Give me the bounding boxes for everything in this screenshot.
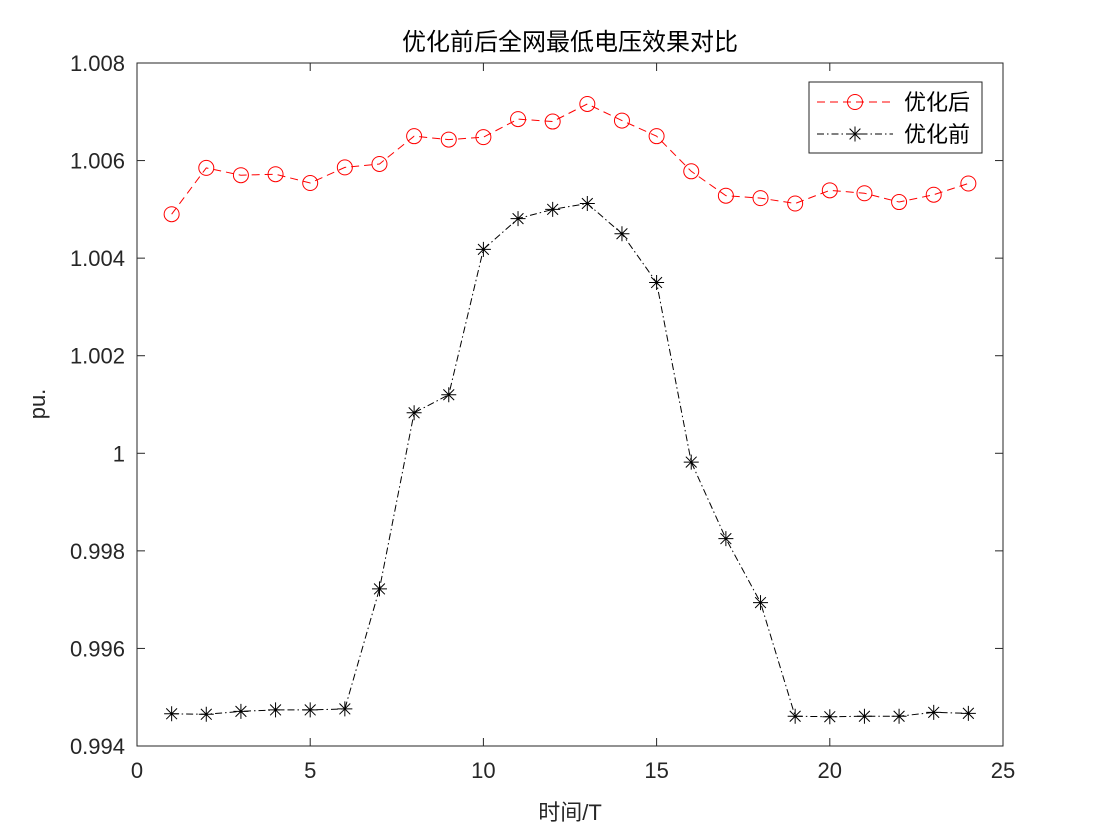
axes-frame [136, 62, 1004, 747]
y-tick-label: 1.006 [70, 149, 125, 174]
y-axis-label: pu. [25, 389, 50, 420]
series-2 [164, 196, 976, 725]
data-point [336, 159, 353, 176]
series-layer [163, 95, 977, 725]
data-point [475, 241, 491, 257]
data-point [198, 706, 214, 722]
data-point [232, 167, 249, 184]
data-point [545, 201, 561, 217]
y-tick-label: 1.002 [70, 344, 125, 369]
y-tick-label: 0.996 [70, 636, 125, 661]
legend-entry-1: 优化后 [817, 90, 970, 115]
data-point [613, 112, 630, 129]
data-point [406, 128, 423, 145]
plot-area [137, 63, 1003, 746]
data-point [268, 702, 284, 718]
data-point [302, 702, 318, 718]
legend-marker [847, 94, 863, 110]
data-point [406, 405, 422, 421]
data-point [752, 190, 769, 207]
y-axis-ticks: 0.994 0.996 0.998 1 1.002 1.004 1.006 1.008 [70, 51, 1003, 759]
data-point [510, 211, 526, 227]
x-tick-label: 5 [304, 758, 316, 783]
data-point [579, 95, 596, 112]
legend-box [808, 81, 983, 154]
data-point [891, 194, 908, 211]
data-point [614, 226, 630, 242]
data-point [475, 129, 492, 146]
data-point [440, 131, 457, 148]
y-tick-label: 0.994 [70, 734, 125, 759]
y-tick-label: 1.004 [70, 246, 125, 271]
data-point [960, 705, 976, 721]
data-point [371, 155, 388, 172]
data-point [302, 175, 319, 192]
data-point [822, 709, 838, 725]
data-point [198, 159, 215, 176]
data-point [544, 113, 561, 130]
data-point [648, 128, 665, 145]
y-tick-label: 1 [113, 441, 125, 466]
series-1 [163, 95, 977, 223]
data-point [856, 708, 872, 724]
data-point [441, 387, 457, 403]
data-point [718, 531, 734, 547]
data-point [891, 708, 907, 724]
data-point [579, 196, 595, 212]
data-point [787, 708, 803, 724]
data-point [337, 701, 353, 717]
data-point [856, 185, 873, 202]
series-line-1 [171, 103, 969, 215]
data-point [787, 195, 804, 212]
data-point [925, 186, 942, 203]
data-point [821, 182, 838, 199]
y-tick-label: 0.998 [70, 539, 125, 564]
y-tick-label: 1.008 [70, 51, 125, 76]
legend-entry-2: 优化前 [817, 122, 970, 147]
data-point [683, 163, 700, 180]
data-point [267, 166, 284, 183]
data-point [164, 706, 180, 722]
x-axis-label: 时间/T [538, 800, 602, 825]
data-point [717, 187, 734, 204]
x-tick-label: 0 [131, 758, 143, 783]
x-tick-label: 15 [644, 758, 668, 783]
x-tick-label: 10 [471, 758, 495, 783]
data-point [233, 703, 249, 719]
data-point [649, 275, 665, 291]
data-point [371, 581, 387, 597]
x-tick-label: 20 [818, 758, 842, 783]
data-point [163, 206, 180, 223]
chart-title: 优化前后全网最低电压效果对比 [402, 29, 738, 56]
data-point [753, 595, 769, 611]
data-point [960, 175, 977, 192]
data-point [683, 454, 699, 470]
legend-label: 优化后 [904, 90, 970, 115]
legend-marker [847, 126, 863, 142]
legend-label: 优化前 [904, 122, 970, 147]
data-point [926, 704, 942, 720]
data-point [510, 111, 527, 128]
x-tick-label: 25 [991, 758, 1015, 783]
